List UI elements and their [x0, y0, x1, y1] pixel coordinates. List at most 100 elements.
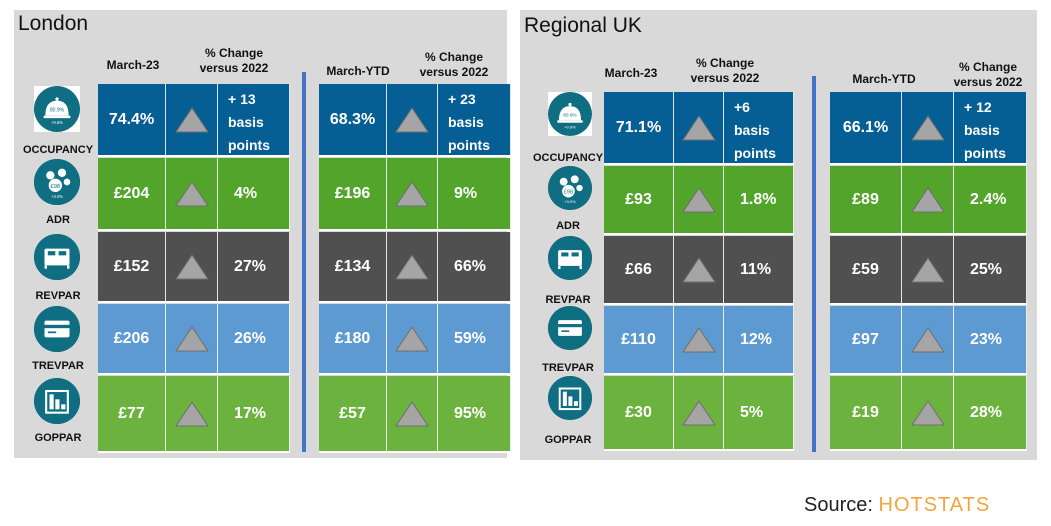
goppar-ytd-change: 28% [954, 376, 1027, 450]
goppar-ytd-value: £57 [319, 376, 387, 452]
bell-icon: 80.9% +0.8% [557, 102, 583, 129]
up-triangle-icon [174, 254, 209, 280]
trevpar-month-row-separator [98, 373, 290, 375]
occupancy-icon-wrap: 80.9% +0.8% [548, 92, 592, 136]
trevpar-month-trend [166, 304, 218, 374]
occupancy-ytd-value: 68.3% [319, 84, 387, 156]
adr-icon-wrap: £98 +3.0% [548, 166, 592, 210]
occupancy-ytd-change: + 12 basis points [954, 92, 1027, 164]
trevpar-icon-wrap [548, 306, 592, 350]
bell-value-text: 80.9% [50, 108, 65, 114]
up-triangle-icon [681, 327, 716, 353]
revpar-ytd-value: £134 [319, 232, 387, 302]
regional-divider [812, 76, 816, 452]
adr-month-change: 4% [218, 158, 290, 230]
occupancy-ytd-change: + 23 basis points [438, 84, 511, 156]
goppar-icon-wrap [34, 378, 80, 424]
bar-chart-icon [45, 389, 69, 414]
bar-chart-icon [558, 387, 582, 411]
revpar-label: REVPAR [545, 294, 591, 306]
regional-ytd-header: March-YTD [852, 72, 916, 86]
adr-ytd-trend [387, 158, 438, 230]
london-panel-title: London [18, 12, 89, 35]
goppar-icon-badge [548, 376, 592, 420]
london-panel: London March-23 % Change versus 2022 March-… [14, 10, 511, 458]
trevpar-month-trend [674, 306, 724, 374]
adr-month-value: £93 [604, 166, 674, 234]
adr-ytd-change: 2.4% [954, 166, 1027, 234]
revpar-ytd-row-separator [830, 303, 1027, 305]
revpar-label: REVPAR [35, 290, 81, 302]
revpar-icon-badge [34, 234, 80, 280]
coins-delta-text: +3.0% [564, 199, 576, 204]
adr-icon-badge: £98 +3.0% [548, 166, 592, 210]
coins-icon: £98 +3.0% [559, 175, 583, 204]
up-triangle-icon [910, 400, 945, 426]
occupancy-month-value: 71.1% [604, 92, 674, 164]
goppar-month-trend [674, 376, 724, 450]
up-triangle-icon [174, 107, 209, 133]
trevpar-label: TREVPAR [542, 362, 594, 374]
card-icon [558, 320, 582, 336]
bell-value-text: 80.9% [563, 112, 577, 118]
regional-month-header: March-23 [604, 66, 658, 80]
revpar-ytd-change: 25% [954, 236, 1027, 304]
adr-icon-badge: £98 +3.0% [34, 159, 80, 205]
trevpar-ytd-row-separator [319, 373, 511, 375]
regional-ytd-change-header: % Change versus 2022 [953, 60, 1023, 89]
goppar-icon-wrap [548, 376, 592, 420]
trevpar-ytd-row-separator [830, 373, 1027, 375]
goppar-ytd-value: £19 [830, 376, 902, 450]
goppar-month-value: £77 [98, 376, 166, 452]
london-month-header: March-23 [106, 58, 160, 72]
london-ytd-header: March-YTD [326, 64, 390, 78]
bell-icon: 80.9% +0.8% [43, 97, 71, 125]
london-ytd-change-header: % Change versus 2022 [419, 50, 489, 79]
source-credit: Source: HOTSTATS [804, 494, 990, 517]
occupancy-label: OCCUPANCY [22, 144, 94, 156]
goppar-ytd-row-separator [319, 451, 511, 453]
up-triangle-icon [910, 327, 945, 353]
goppar-month-row-separator [98, 451, 290, 453]
occupancy-label: OCCUPANCY [532, 152, 604, 164]
trevpar-month-change: 12% [724, 306, 794, 374]
bell-delta-text: +0.8% [564, 124, 576, 129]
revpar-icon-badge [548, 236, 592, 280]
adr-ytd-trend [902, 166, 954, 234]
adr-label: ADR [556, 220, 580, 232]
coins-icon: £98 +3.0% [46, 168, 71, 199]
coins-delta-text: +3.0% [51, 194, 63, 199]
revpar-month-row-separator [98, 301, 290, 303]
adr-month-row-separator [98, 229, 290, 231]
goppar-month-change: 5% [724, 376, 794, 450]
goppar-icon-badge [34, 378, 80, 424]
up-triangle-icon [395, 254, 429, 280]
occupancy-ytd-value: 66.1% [830, 92, 902, 164]
occupancy-month-row-separator [98, 155, 290, 157]
up-triangle-icon [681, 187, 716, 213]
coins-value-text: £98 [50, 184, 60, 190]
up-triangle-icon [910, 187, 945, 213]
goppar-ytd-change: 95% [438, 376, 511, 452]
occupancy-ytd-trend [902, 92, 954, 164]
goppar-ytd-trend [902, 376, 954, 450]
regional-uk-panel: Regional UK March-23 % Change versus 2022 M… [520, 10, 1037, 460]
bed-icon [44, 248, 70, 269]
adr-month-trend [166, 158, 218, 230]
revpar-month-change: 27% [218, 232, 290, 302]
trevpar-ytd-trend [902, 306, 954, 374]
goppar-label: GOPPAR [544, 434, 592, 446]
up-triangle-icon [395, 107, 429, 133]
trevpar-month-value: £206 [98, 304, 166, 374]
up-triangle-icon [395, 326, 429, 352]
trevpar-month-change: 26% [218, 304, 290, 374]
occupancy-month-change: + 13 basis points [218, 84, 290, 156]
occupancy-ytd-trend [387, 84, 438, 156]
occupancy-icon-wrap: 80.9% +0.8% [34, 86, 80, 132]
occupancy-icon-badge: 80.9% +0.8% [34, 86, 80, 132]
occupancy-month-change: +6 basis points [724, 92, 794, 164]
adr-label: ADR [46, 214, 70, 226]
adr-month-trend [674, 166, 724, 234]
occupancy-icon-badge: 80.9% +0.8% [548, 92, 592, 136]
revpar-ytd-value: £59 [830, 236, 902, 304]
